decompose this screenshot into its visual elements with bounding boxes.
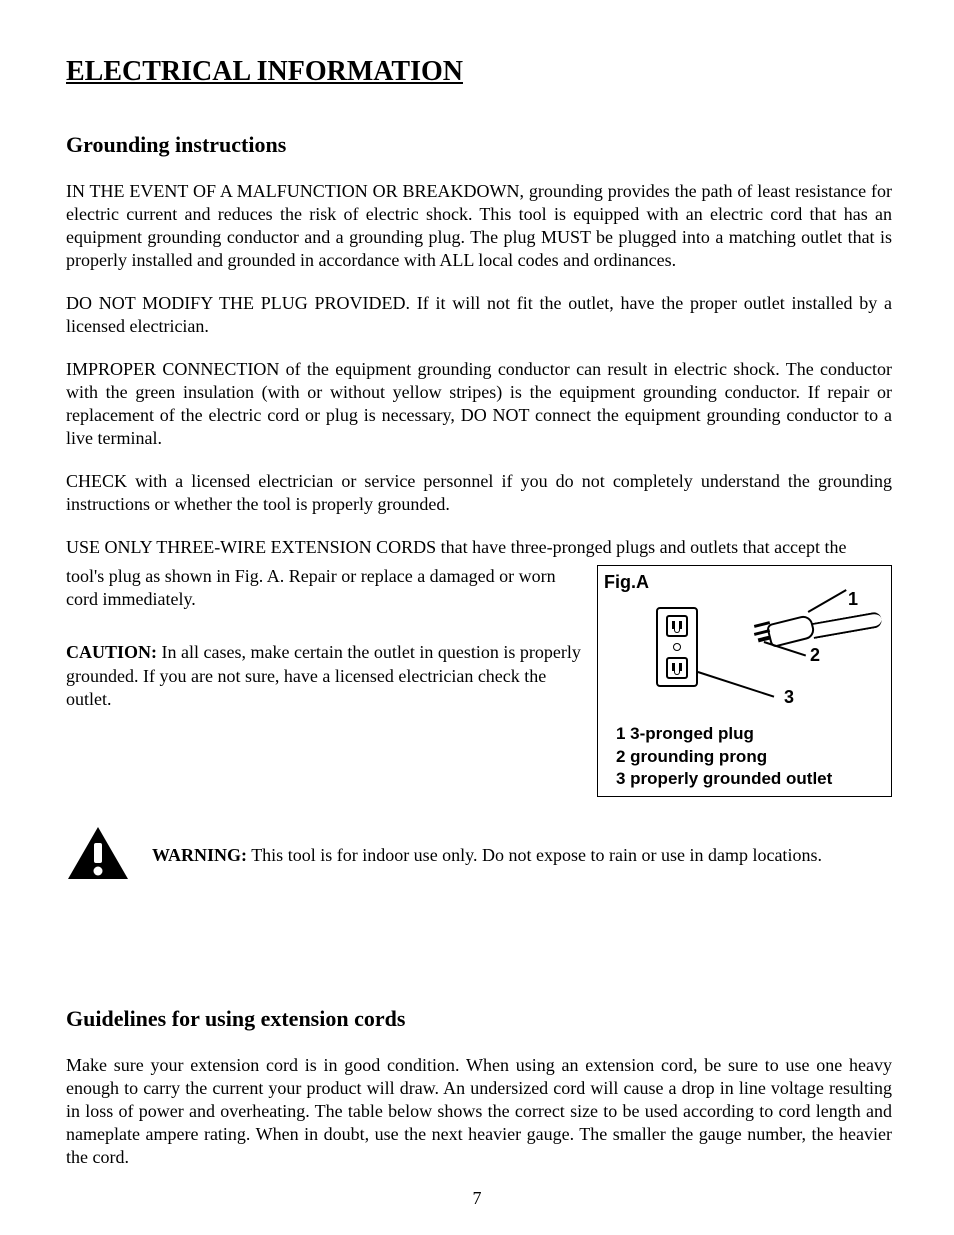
- figure-wrap-block: Fig.A 1 2: [66, 565, 892, 804]
- document-page: ELECTRICAL INFORMATION Grounding instruc…: [0, 0, 954, 1235]
- figure-legend: 1 3-pronged plug 2 grounding prong 3 pro…: [598, 721, 891, 789]
- callout-1: 1: [848, 589, 858, 610]
- warning-text-body: This tool is for indoor use only. Do not…: [247, 845, 822, 865]
- paragraph: IMPROPER CONNECTION of the equipment gro…: [66, 358, 892, 450]
- paragraph: CHECK with a licensed electrician or ser…: [66, 470, 892, 516]
- warning-block: WARNING: This tool is for indoor use onl…: [66, 825, 892, 886]
- warning-triangle-icon: [66, 825, 130, 886]
- legend-line: 1 3-pronged plug: [616, 723, 883, 745]
- figure-drawing: 1 2 3: [598, 593, 891, 721]
- page-number: 7: [0, 1188, 954, 1209]
- callout-3: 3: [784, 687, 794, 708]
- paragraph: IN THE EVENT OF A MALFUNCTION OR BREAKDO…: [66, 180, 892, 272]
- section-heading-extension: Guidelines for using extension cords: [66, 1006, 892, 1032]
- outlet-plate-icon: [656, 607, 698, 687]
- section-heading-grounding: Grounding instructions: [66, 132, 892, 158]
- legend-line: 2 grounding prong: [616, 746, 883, 768]
- warning-label: WARNING:: [152, 845, 247, 865]
- paragraph: USE ONLY THREE-WIRE EXTENSION CORDS that…: [66, 536, 892, 559]
- figure-a: Fig.A 1 2: [597, 565, 892, 796]
- page-title: ELECTRICAL INFORMATION: [66, 56, 892, 88]
- paragraph: Make sure your extension cord is in good…: [66, 1054, 892, 1169]
- caution-label: CAUTION:: [66, 642, 157, 662]
- paragraph: DO NOT MODIFY THE PLUG PROVIDED. If it w…: [66, 292, 892, 338]
- warning-paragraph: WARNING: This tool is for indoor use onl…: [152, 844, 822, 867]
- callout-2: 2: [810, 645, 820, 666]
- legend-line: 3 properly grounded outlet: [616, 768, 883, 790]
- cord-icon: [811, 611, 883, 639]
